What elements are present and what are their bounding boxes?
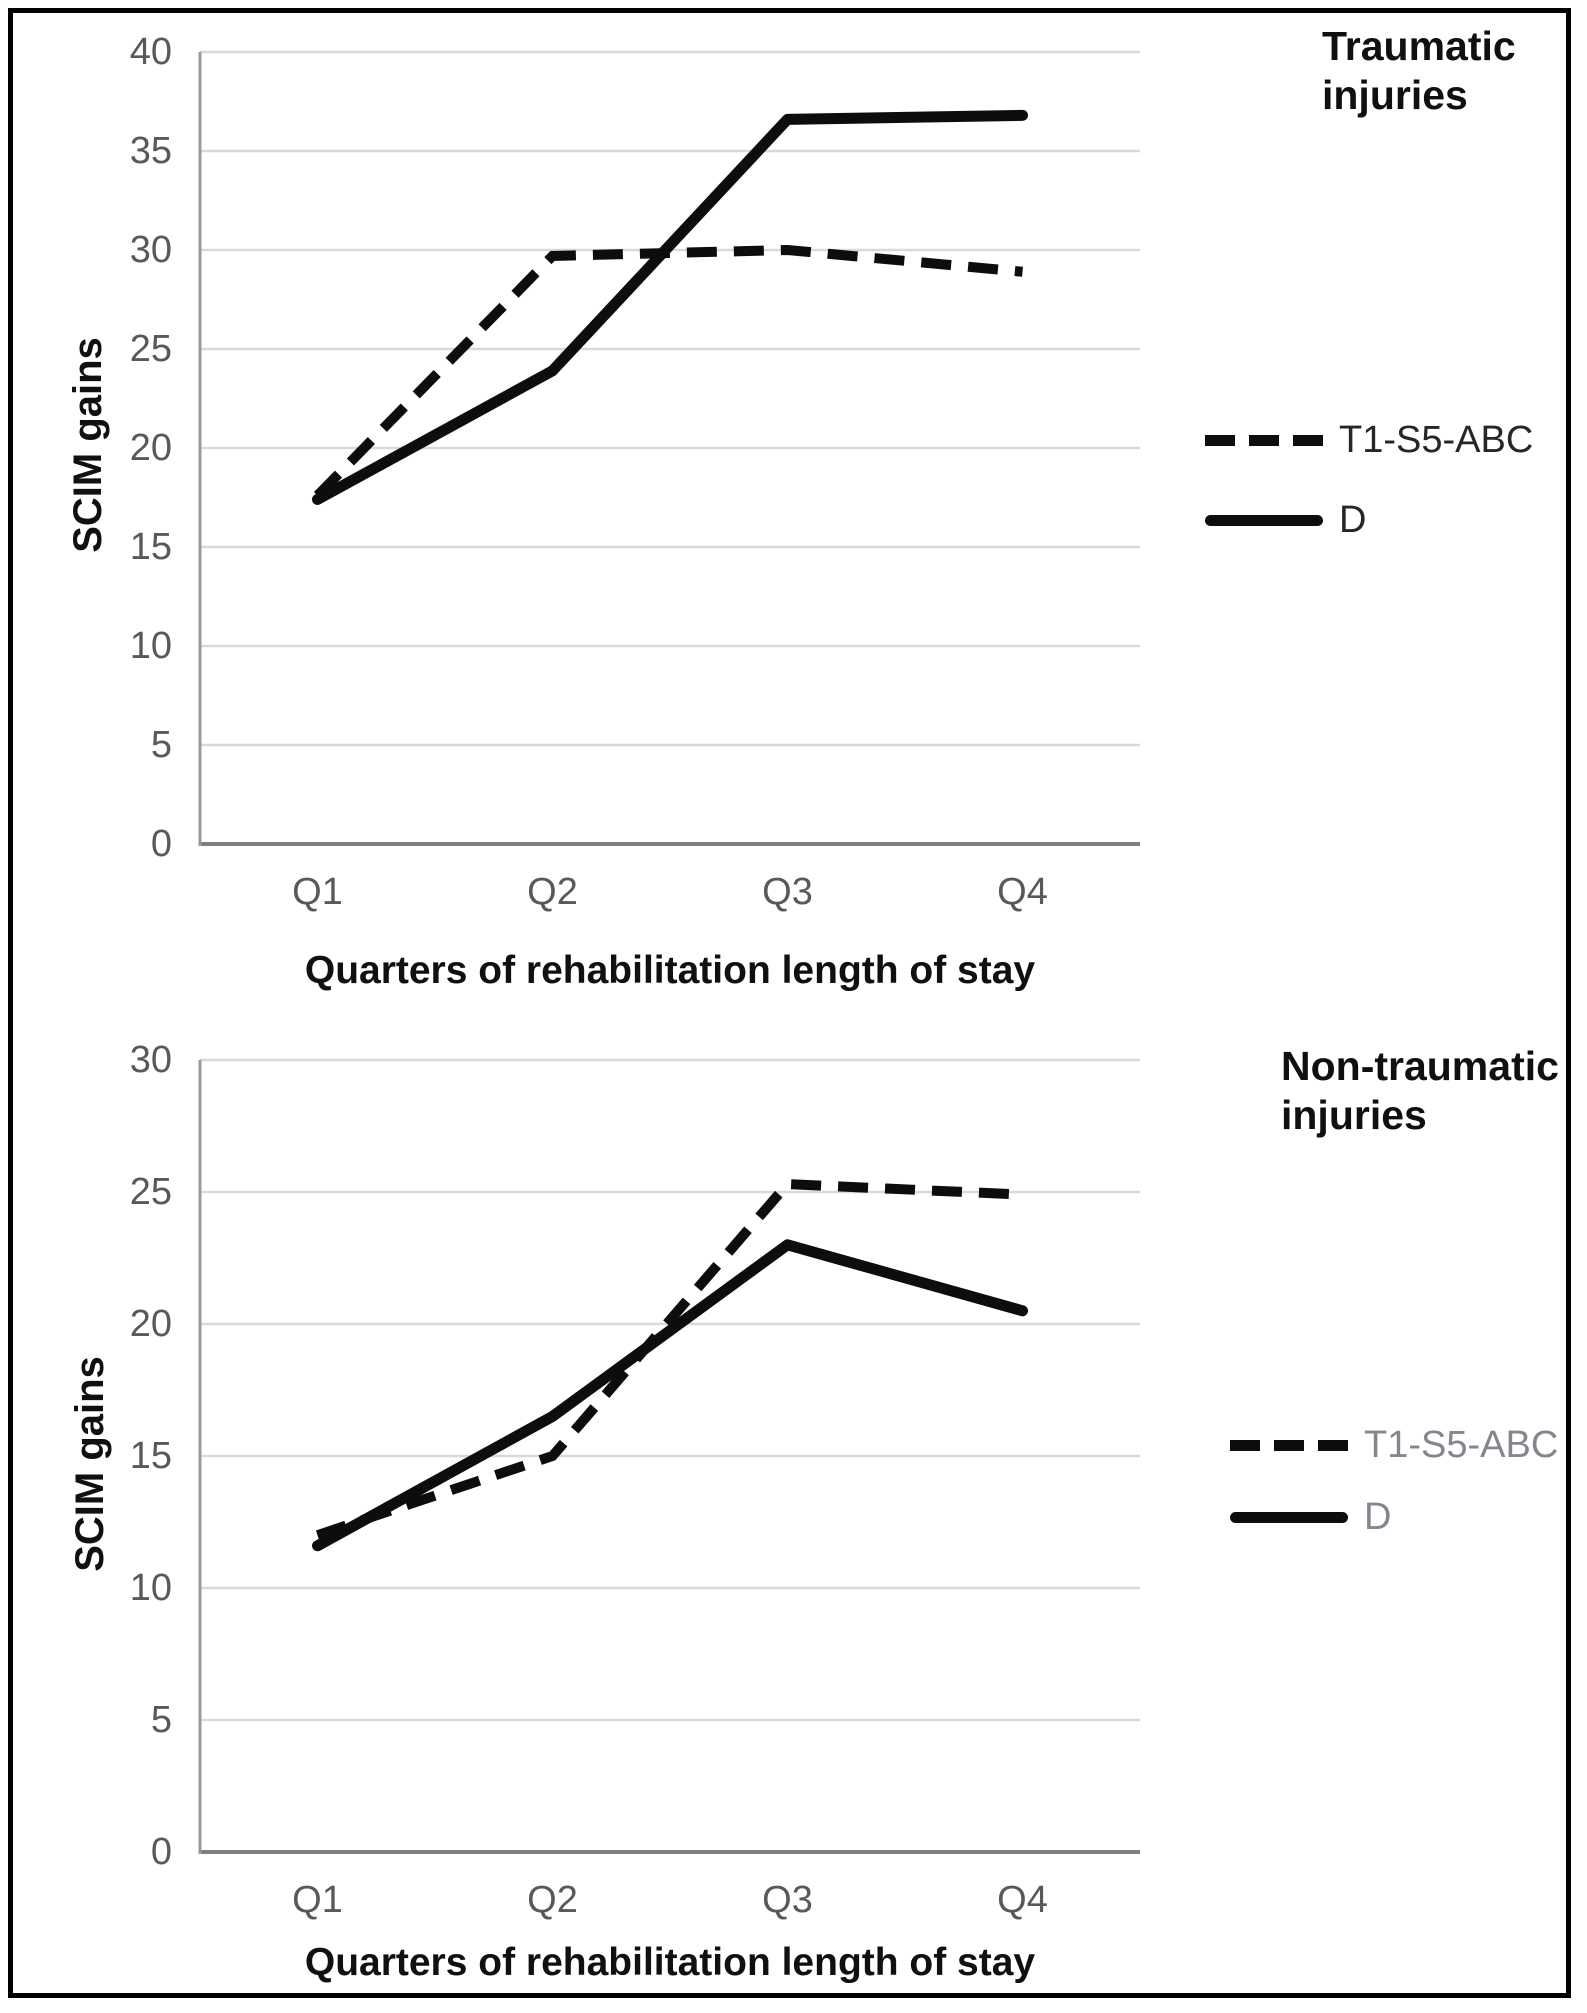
legend-item-d: D	[1205, 495, 1533, 545]
x-axis-title: Quarters of rehabilitation length of sta…	[304, 949, 1036, 992]
y-tick-label: 10	[129, 625, 172, 667]
x-axis-title: Quarters of rehabilitation length of sta…	[304, 1941, 1036, 1984]
legend-label: D	[1339, 498, 1367, 541]
chart-title: Traumatic injuries	[1322, 22, 1516, 120]
solid-line-swatch	[1230, 1511, 1348, 1523]
y-tick-label: 35	[129, 130, 172, 172]
legend-item-t1-s5-abc: T1-S5-ABC	[1205, 415, 1533, 465]
y-tick-label: 5	[150, 1699, 172, 1741]
x-tick-label: Q2	[527, 871, 578, 913]
legend-item-t1-s5-abc: T1-S5-ABC	[1230, 1420, 1558, 1470]
legend-label: T1-S5-ABC	[1364, 1423, 1559, 1466]
chart-title-line: injuries	[1322, 72, 1468, 118]
x-tick-label: Q4	[997, 871, 1048, 913]
y-tick-label: 25	[129, 1171, 172, 1213]
x-tick-label: Q4	[997, 1879, 1048, 1921]
chart-title-line: Traumatic	[1322, 23, 1516, 69]
dashed-line-swatch	[1205, 434, 1323, 446]
y-tick-label: 20	[129, 1303, 172, 1345]
y-tick-label: 15	[129, 1435, 172, 1477]
y-tick-label: 30	[129, 229, 172, 271]
x-tick-label: Q3	[762, 871, 813, 913]
x-tick-label: Q1	[292, 871, 343, 913]
x-tick-label: Q1	[292, 1879, 343, 1921]
x-tick-label: Q3	[762, 1879, 813, 1921]
y-tick-label: 20	[129, 427, 172, 469]
y-tick-label: 30	[129, 1039, 172, 1081]
series-line-t1-s5-abc	[315, 1178, 1023, 1540]
chart-title: Non-traumatic injuries	[1281, 1042, 1559, 1140]
y-axis-title: SCIM gains	[66, 337, 110, 553]
series-line-d	[312, 1239, 1028, 1552]
y-axis-title: SCIM gains	[68, 1356, 112, 1572]
x-tick-label: Q2	[527, 1879, 578, 1921]
legend: T1-S5-ABC D	[1205, 415, 1533, 545]
series-line-t1-s5-abc	[313, 244, 1023, 500]
legend-label: D	[1364, 1495, 1392, 1538]
solid-line-swatch	[1205, 514, 1323, 526]
y-tick-label: 0	[150, 1831, 172, 1873]
dashed-line-swatch	[1230, 1439, 1348, 1451]
y-tick-label: 25	[129, 328, 172, 370]
chart-title-line: Non-traumatic	[1281, 1043, 1559, 1089]
y-tick-label: 40	[129, 31, 172, 73]
series-line-d	[312, 109, 1028, 505]
y-tick-label: 10	[129, 1567, 172, 1609]
legend: T1-S5-ABC D	[1230, 1420, 1558, 1542]
y-tick-label: 5	[150, 724, 172, 766]
y-tick-label: 0	[150, 823, 172, 865]
y-tick-label: 15	[129, 526, 172, 568]
chart-title-line: injuries	[1281, 1092, 1427, 1138]
legend-label: T1-S5-ABC	[1339, 418, 1534, 461]
legend-item-d: D	[1230, 1492, 1558, 1542]
